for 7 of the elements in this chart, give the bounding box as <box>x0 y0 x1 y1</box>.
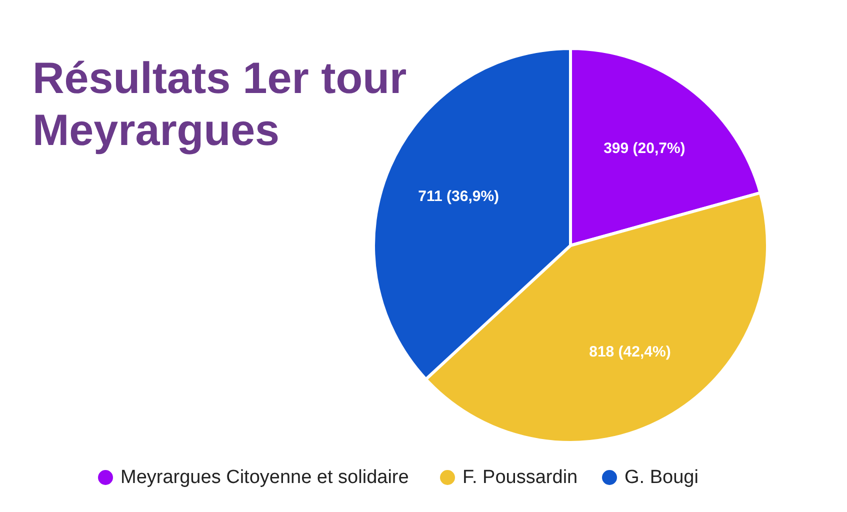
data-label: 399 (20,7%) <box>604 140 686 157</box>
data-label: 818 (42,4%) <box>589 344 671 361</box>
legend-label: Meyrargues Citoyenne et solidaire <box>120 467 409 488</box>
legend-label: F. Poussardin <box>462 467 578 488</box>
data-label: 711 (36,9%) <box>418 188 500 206</box>
legend-label: G. Bougi <box>624 467 698 488</box>
text: Résultats 1er tour Meyrargues <box>32 54 407 155</box>
